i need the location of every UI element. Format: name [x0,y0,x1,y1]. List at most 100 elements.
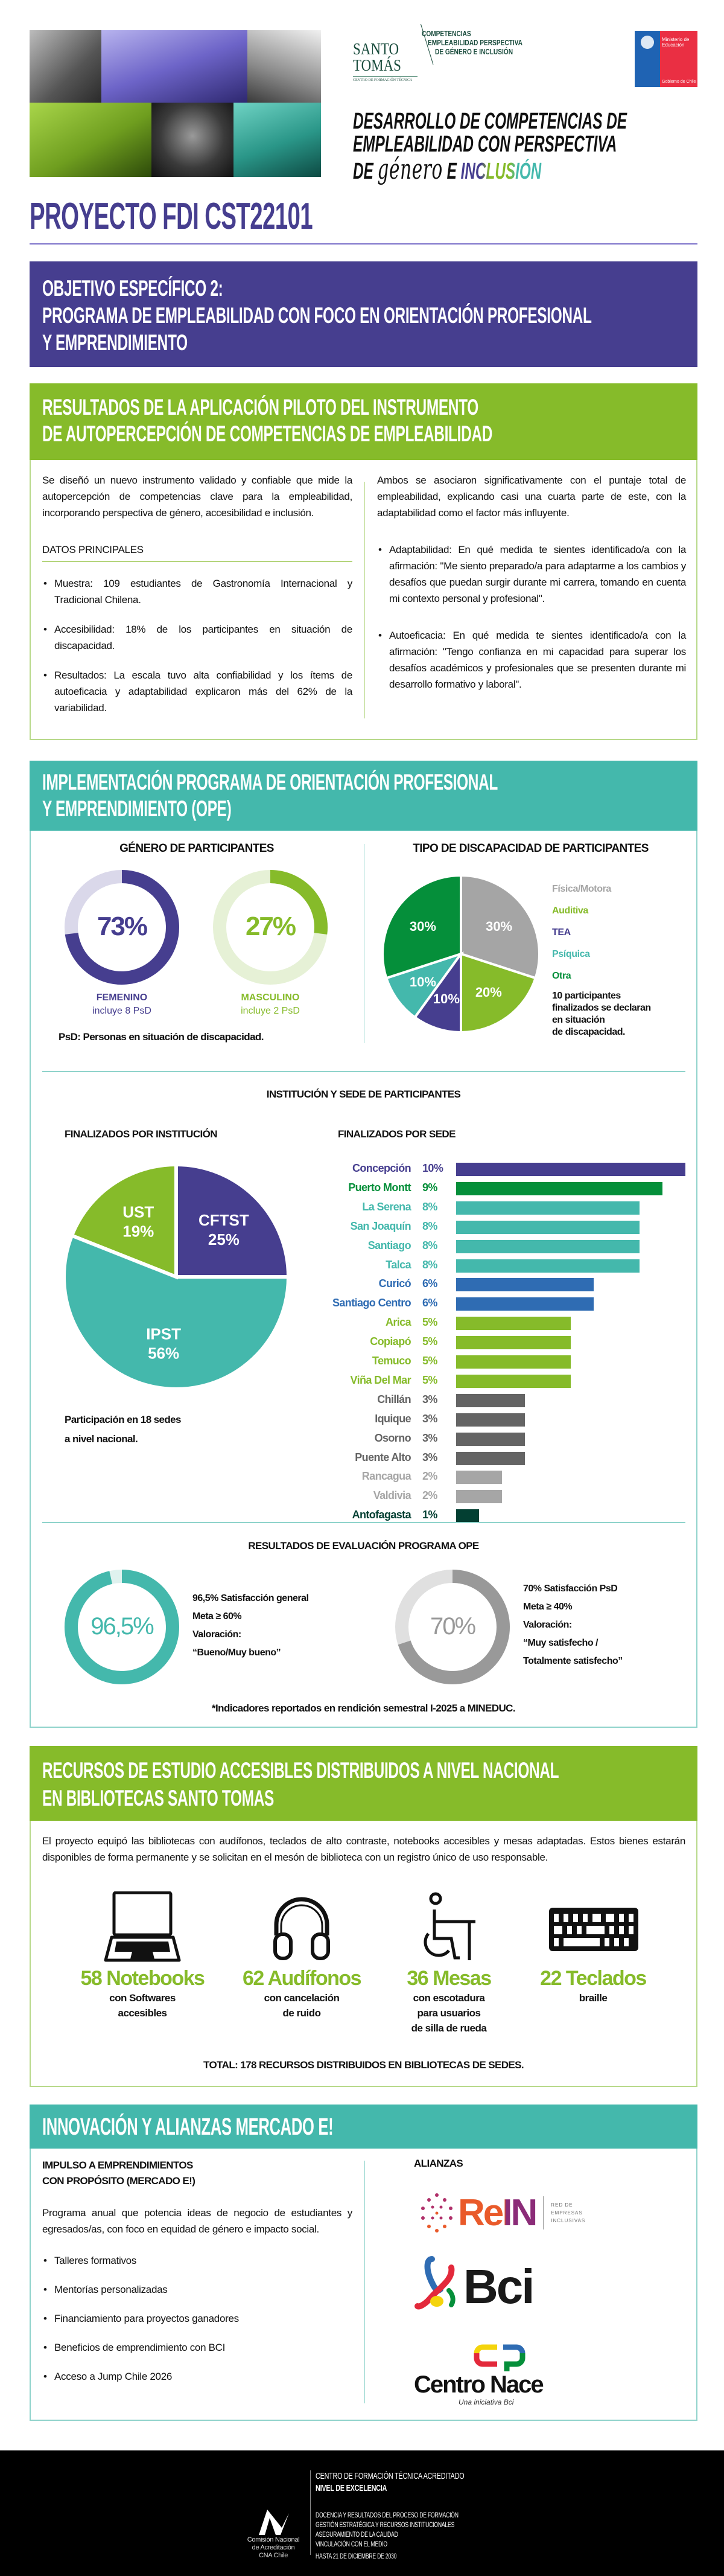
bar-value: 5% [422,1355,437,1367]
eval-title: RESULTADOS DE EVALUACIÓN PROGRAMA OPE [248,1540,479,1552]
project-code: PROYECTO FDI CST22101 [30,196,313,237]
bci-symbol-icon [414,2256,456,2310]
accreditation-text: CENTRO DE FORMACIÓN TÉCNICA ACREDITADO N… [316,2471,465,2560]
bar-value: 6% [422,1277,437,1290]
bar-label: Arica [385,1316,411,1329]
ope-top-charts: 30% 20% 10% 10% 30% [65,870,541,1034]
bar-arica [456,1317,571,1331]
bar-curicó [456,1278,594,1292]
bar-copiapó [456,1336,571,1350]
bar-label: Copiapó [370,1335,411,1348]
legend-item: Psíquica [552,949,590,959]
femenino-donut-arc [65,870,179,985]
legend-item: Otra [552,971,571,981]
masculino-donut-arc [270,870,328,935]
column-divider [364,2161,365,2403]
photo-lab [247,30,321,103]
bci-logo: Bci [414,2255,535,2311]
eval-psd-donut-arc [398,1570,510,1684]
datos-title: DATOS PRINCIPALES [42,542,352,562]
photo-workers [101,30,247,103]
bar-la-serena [456,1201,640,1215]
disability-title: TIPO DE DISCAPACIDAD DE PARTICIPANTES [413,842,649,855]
column-divider [364,482,365,718]
bar-value: 8% [422,1219,437,1232]
eval-general-text: 96,5% Satisfacción general Meta ≥ 60% Va… [192,1593,309,1658]
psd-note: PsD: Personas en situación de discapacid… [59,1031,264,1043]
bar-label: Viña Del Mar [350,1373,411,1386]
ministerio-educacion-logo: Ministerio de Educación Gobierno de Chil… [635,31,697,87]
bar-label: Curicó [378,1277,411,1290]
bar-label: Temuco [372,1355,411,1367]
participation-note: Participación en 18 sedes a nivel nacion… [65,1414,181,1445]
bar-label: Santiago [367,1239,411,1251]
bar-concepción [456,1163,685,1176]
bar-label: Puerto Montt [348,1181,411,1194]
item-autoeficacia: Autoeficacia: En qué medida te sientes i… [377,627,686,692]
bar-rancagua [456,1471,502,1485]
bar-value: 8% [422,1239,437,1251]
bullet-item: Mentorías personalizadas [42,2281,352,2298]
bullet-item: Beneficios de emprendimiento con BCI [42,2339,352,2356]
bar-label: Santiago Centro [332,1297,411,1309]
inst-title: FINALIZADOS POR INSTITUCIÓN [65,1128,218,1140]
bar-label: La Serena [362,1200,411,1213]
pie-label: 20% [475,985,502,1000]
bullet-item: Acceso a Jump Chile 2026 [42,2368,352,2385]
resource-teclados: 22 Teclados braille [540,1967,647,2004]
script-word-genero: género [377,153,443,185]
eval-footnote: *Indicadores reportados en rendición sem… [212,1702,516,1714]
pie-label-value: 25% [208,1230,240,1248]
pie-label-name: UST [122,1203,154,1221]
evaluation-donuts [65,1570,510,1684]
bullet-item: Financiamiento para proyectos ganadores [42,2310,352,2327]
footer-divider [310,2470,311,2555]
legend-item: TEA [552,927,571,938]
bullet-item: Talleres formativos [42,2252,352,2269]
bar-temuco [456,1355,571,1369]
masculino-value: 27% [245,912,296,941]
legend-item: Física/Motora [552,884,611,894]
bar-iquique [456,1413,525,1427]
objective-banner: OBJETIVO ESPECÍFICO 2: PROGRAMA DE EMPLE… [30,261,697,367]
bar-valdivia [456,1490,502,1504]
femenino-label: FEMENINO incluye 8 PsD [92,992,151,1016]
bar-label: San Joaquín [350,1219,411,1232]
ope-section-body [30,831,697,1728]
bar-value: 3% [422,1431,437,1444]
bar-label: Antofagasta [352,1509,411,1521]
inst-sede-title: INSTITUCIÓN Y SEDE DE PARTICIPANTES [266,1088,461,1100]
bar-value: 3% [422,1412,437,1425]
item-adaptabilidad: Adaptabilidad: En qué medida te sientes … [377,542,686,607]
bar-value: 5% [422,1316,437,1329]
logo-tagline: COMPETENCIAS EMPLEABILIDAD PERSPECTIVA D… [422,29,522,56]
bar-value: 1% [422,1509,437,1521]
rein-dots-icon [421,2193,453,2232]
innovacion-section-header: INNOVACIÓN Y ALIANZAS MERCADO E! [30,2105,697,2149]
recursos-section-header: RECURSOS DE ESTUDIO ACCESIBLES DISTRIBUI… [30,1746,697,1821]
datos-item: Accesibilidad: 18% de los participantes … [42,621,352,654]
header-divider [30,243,697,244]
santo-tomas-logo: SANTO TOMÁS CENTRO DE FORMACIÓN TÉCNICA [353,41,419,82]
bar-label: Iquique [375,1412,411,1425]
pie-slice-cftst [174,1162,291,1279]
alianzas-title: ALIANZAS [414,2158,463,2169]
bar-talca [456,1259,640,1273]
bar-label: Puente Alto [355,1451,411,1463]
resource-notebooks: 58 Notebooks con Softwares accesibles [80,1967,205,2019]
bar-value: 5% [422,1335,437,1348]
pie-label-name: IPST [146,1325,181,1343]
bar-value: 2% [422,1489,437,1502]
pilot-section-body: Se diseñó un nuevo instrumento validado … [30,460,697,740]
pie-label-name: CFTST [198,1211,249,1229]
femenino-value: 73% [97,912,148,941]
eval-psd-value: 70% [430,1613,476,1640]
section-divider [42,1071,685,1072]
bar-value: 2% [422,1470,437,1483]
headphones-icon [273,1897,330,1960]
inclusion-highlight: INCLUSIÓN [460,159,542,184]
disability-legend: Física/Motora Auditiva TEA Psíquica Otra [552,878,611,987]
disability-note: 10 participantes finalizados se declaran… [552,991,651,1037]
eval-general-donut-arc [65,1570,179,1684]
bar-san-joaquín [456,1220,640,1234]
